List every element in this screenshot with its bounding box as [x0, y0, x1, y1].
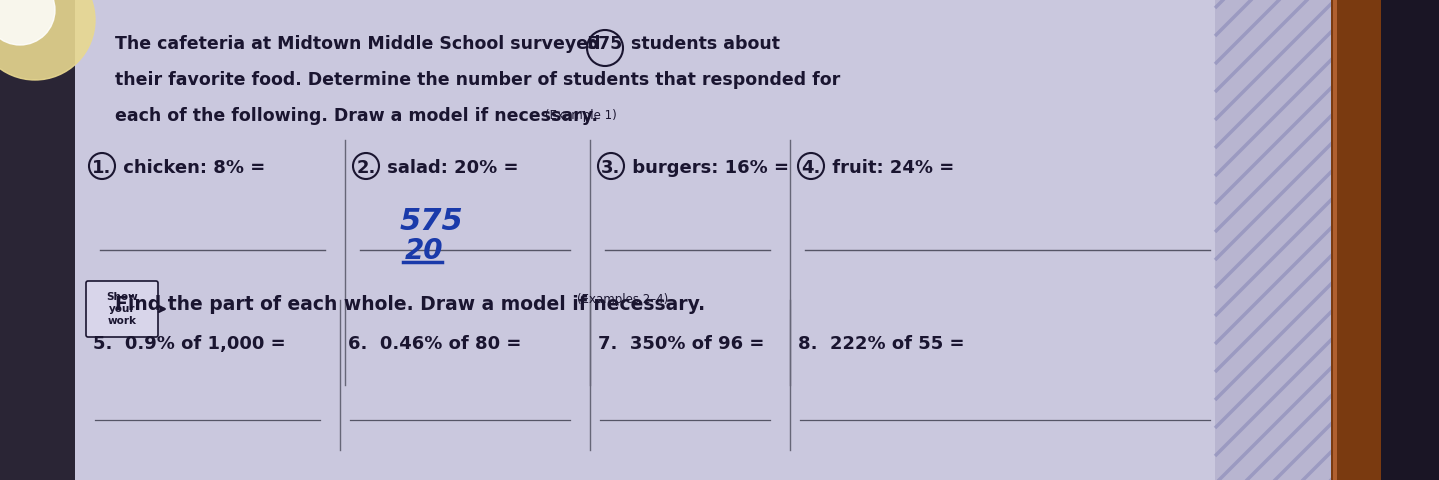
Text: 1.: 1. — [92, 159, 112, 177]
Bar — [1215, 0, 1345, 480]
Text: 575: 575 — [587, 35, 623, 53]
Circle shape — [0, 0, 95, 80]
Bar — [1333, 0, 1337, 480]
Text: 7.  350% of 96 =: 7. 350% of 96 = — [599, 335, 764, 353]
Text: 4.: 4. — [802, 159, 820, 177]
FancyBboxPatch shape — [86, 281, 158, 337]
Text: 2.: 2. — [357, 159, 376, 177]
Text: (Examples 2–4): (Examples 2–4) — [577, 293, 668, 306]
Text: burgers: 16% =: burgers: 16% = — [626, 159, 789, 177]
Text: each of the following. Draw a model if necessary.: each of the following. Draw a model if n… — [115, 107, 599, 125]
Bar — [1331, 0, 1381, 480]
Text: 8.  222% of 55 =: 8. 222% of 55 = — [799, 335, 964, 353]
Text: 6.  0.46% of 80 =: 6. 0.46% of 80 = — [348, 335, 521, 353]
Text: their favorite food. Determine the number of students that responded for: their favorite food. Determine the numbe… — [115, 71, 840, 89]
Circle shape — [0, 0, 55, 45]
Text: students about: students about — [625, 35, 780, 53]
Text: 20: 20 — [404, 237, 443, 265]
Text: chicken: 8% =: chicken: 8% = — [117, 159, 265, 177]
Text: 3.: 3. — [602, 159, 620, 177]
Text: (Example 1): (Example 1) — [545, 109, 617, 122]
Bar — [75, 0, 1259, 480]
Text: The cafeteria at Midtown Middle School surveyed: The cafeteria at Midtown Middle School s… — [115, 35, 606, 53]
Text: 5.  0.9% of 1,000 =: 5. 0.9% of 1,000 = — [94, 335, 285, 353]
Text: Find the part of each whole. Draw a model if necessary.: Find the part of each whole. Draw a mode… — [115, 295, 705, 314]
Text: 575: 575 — [400, 207, 463, 236]
Bar — [1381, 0, 1439, 480]
Text: Show
your
work: Show your work — [106, 291, 138, 326]
Text: salad: 20% =: salad: 20% = — [381, 159, 518, 177]
Text: fruit: 24% =: fruit: 24% = — [826, 159, 954, 177]
